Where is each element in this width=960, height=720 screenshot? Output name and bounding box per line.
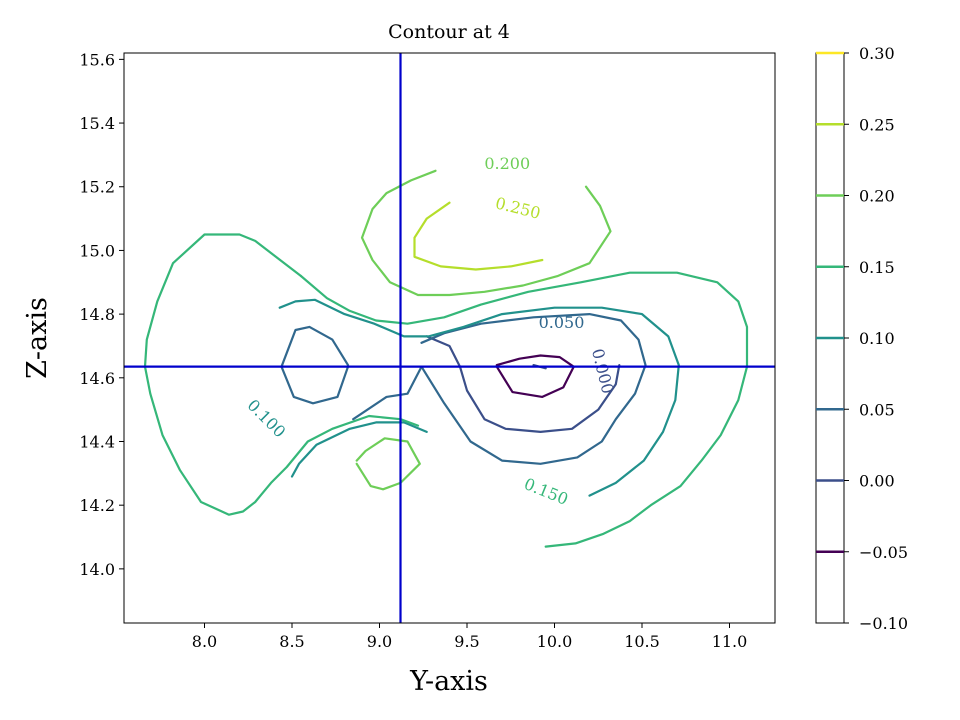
contour-label-2: 0.050	[539, 313, 585, 332]
colorbar-tick-label: 0.20	[859, 187, 895, 206]
colorbar: −0.10 −0.05 0.00 0.05 0.10 0.15 0.20 0.25 0.30	[815, 44, 908, 633]
y-axis-label: Z-axis	[22, 297, 53, 379]
y-tick-label: 14.0	[79, 560, 115, 579]
contour-line-0_1-0	[278, 298, 680, 497]
x-tick-label: 11.0	[712, 632, 748, 651]
contour-label-0: 0.200	[484, 154, 530, 173]
contour-line-0_05-1	[420, 313, 647, 465]
x-tick-label: 10.5	[624, 632, 660, 651]
x-tick-label: 8.0	[192, 632, 217, 651]
contour-line-0_2-0	[360, 169, 612, 297]
contour-line-0_15-1	[299, 271, 749, 548]
x-tick-label: 9.5	[454, 632, 479, 651]
colorbar-tick-label: 0.15	[859, 258, 895, 277]
y-tick-label: 14.2	[79, 496, 115, 515]
plot-frame	[123, 52, 776, 624]
x-axis-label: Y-axis	[409, 666, 488, 697]
contour-line-0_2-1	[355, 437, 421, 491]
y-tick-label: 15.6	[79, 50, 115, 69]
contour-line-0_1-1	[290, 421, 428, 478]
y-tick-label: 15.2	[79, 178, 115, 197]
chart-title: Contour at 4	[388, 21, 510, 43]
y-tick-label: 14.8	[79, 305, 115, 324]
x-tick-label: 8.5	[279, 632, 304, 651]
colorbar-tick-label: 0.10	[859, 329, 895, 348]
y-tick-label: 14.6	[79, 369, 115, 388]
x-axis-ticks: 8.0 8.5 9.0 9.5 10.0 10.5 11.0	[192, 623, 748, 651]
colorbar-tick-label: 0.05	[859, 400, 895, 419]
y-tick-label: 15.0	[79, 241, 115, 260]
contour-lines	[143, 169, 749, 548]
contour-line-0-0	[425, 335, 621, 433]
y-axis-ticks: 14.0 14.2 14.4 14.6 14.8 15.0 15.2 15.4 15.6	[79, 50, 124, 579]
contour-line-0_25-0	[413, 201, 544, 271]
crosshair	[124, 53, 775, 623]
colorbar-tick-label: −0.10	[859, 614, 908, 633]
colorbar-tick-label: 0.30	[859, 44, 895, 63]
x-tick-label: 9.0	[367, 632, 392, 651]
colorbar-tick-label: 0.25	[859, 115, 895, 134]
y-tick-label: 14.4	[79, 432, 115, 451]
x-tick-label: 10.0	[537, 632, 573, 651]
contour-line-0_05-2	[352, 365, 423, 421]
y-tick-label: 15.4	[79, 114, 115, 133]
colorbar-tick-label: −0.05	[859, 543, 908, 562]
contour-line-0_15-0	[143, 233, 420, 516]
colorbar-tick-label: 0.00	[859, 472, 895, 491]
